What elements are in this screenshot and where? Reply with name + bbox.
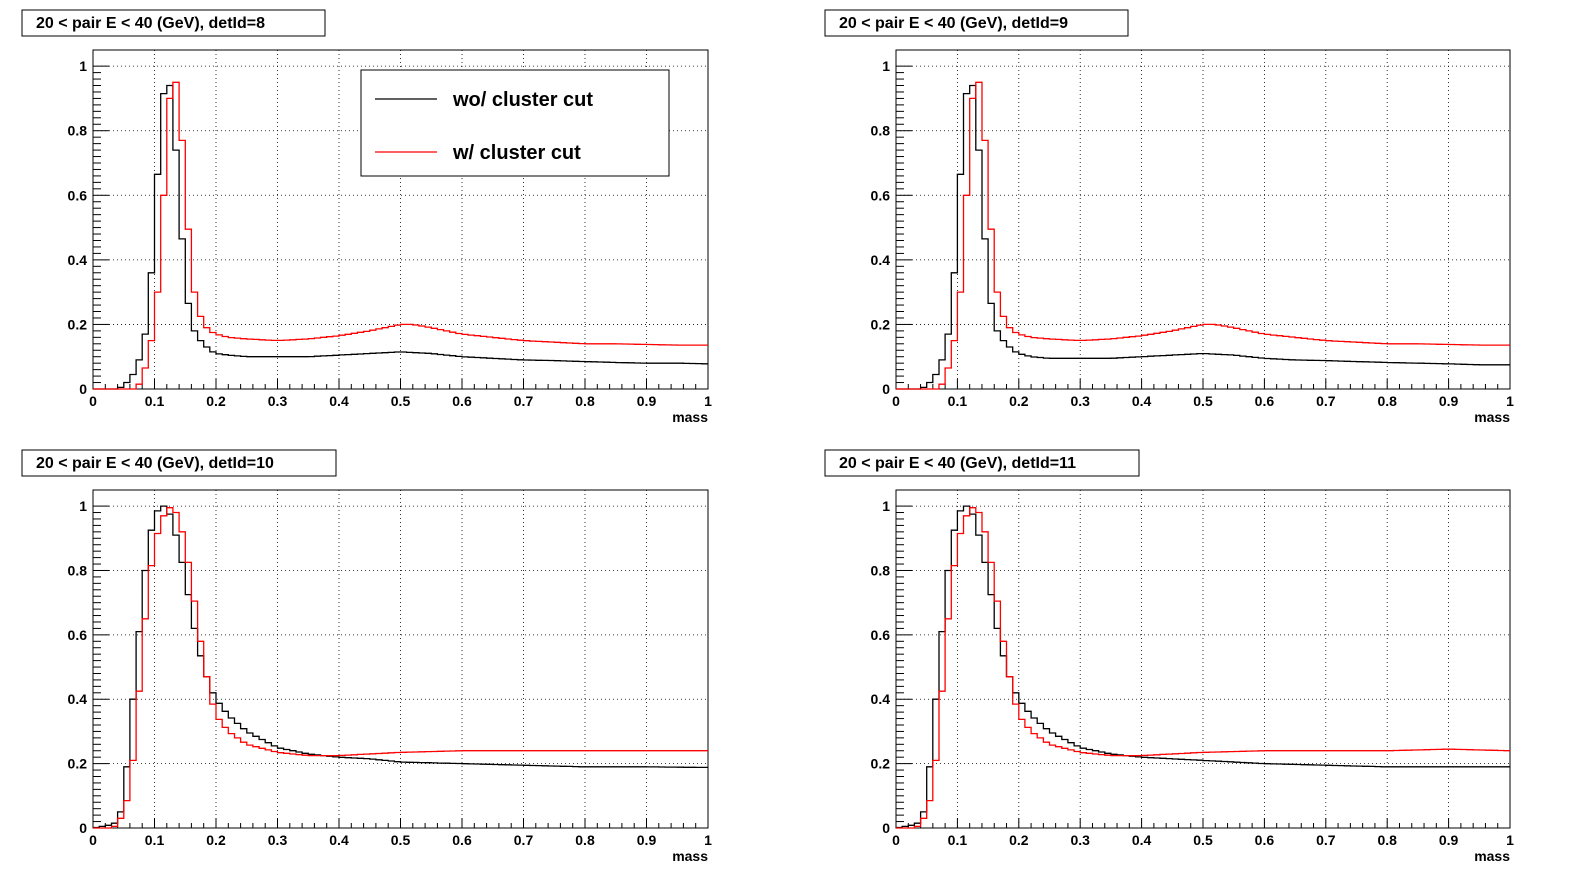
x-axis-label: mass: [672, 848, 708, 864]
y-tick-label: 0.8: [68, 562, 88, 578]
chart-title: 20 < pair E < 40 (GeV), detId=9: [839, 15, 1068, 32]
y-tick-label: 0.6: [871, 187, 891, 203]
x-tick-label: 0.8: [575, 832, 595, 848]
x-tick-label: 0.5: [1193, 393, 1213, 409]
y-tick-label: 0: [882, 381, 890, 397]
x-tick-label: 0.1: [948, 393, 968, 409]
chart-panel-2: 20 < pair E < 40 (GeV), detId=10 0 0.1 0.2 0…: [21, 449, 712, 864]
x-tick-label: 0.9: [637, 832, 657, 848]
y-tick-label: 0.2: [871, 316, 891, 332]
x-tick-label: 0.5: [391, 393, 411, 409]
series-line-w-cluster-cut: [93, 507, 708, 829]
x-tick-label: 0.4: [1132, 832, 1152, 848]
chart-title: 20 < pair E < 40 (GeV), detId=11: [839, 455, 1076, 472]
chart-title: 20 < pair E < 40 (GeV), detId=10: [36, 455, 274, 472]
x-axis-label: mass: [1474, 409, 1510, 425]
x-tick-label: 0.2: [1009, 832, 1029, 848]
chart-title-box: [824, 449, 1140, 477]
y-tick-label: 0.2: [68, 756, 88, 772]
series-line-w-cluster-cut: [896, 507, 1510, 829]
x-tick-label: 0.4: [1132, 393, 1152, 409]
x-tick-label: 0.3: [268, 393, 288, 409]
chart-title-box: [824, 9, 1129, 37]
x-tick-label: 0.3: [1070, 393, 1090, 409]
x-tick-label: 0.1: [948, 832, 968, 848]
y-tick-label: 1: [79, 58, 87, 74]
chart-title: 20 < pair E < 40 (GeV), detId=8: [36, 15, 265, 32]
y-tick-label: 0: [79, 820, 87, 836]
y-tick-label: 1: [882, 58, 890, 74]
chart-title-box: [21, 9, 326, 37]
x-tick-label: 0.5: [391, 832, 411, 848]
x-axis-label: mass: [1474, 848, 1510, 864]
series-line-wo-cluster-cut: [93, 505, 708, 829]
chart-panel-1: 20 < pair E < 40 (GeV), detId=9 0 0.1 0.2 0.…: [824, 9, 1514, 425]
x-tick-label: 0.4: [329, 832, 349, 848]
y-tick-label: 0.6: [68, 187, 88, 203]
x-tick-label: 1: [704, 393, 712, 409]
x-tick-label: 0.3: [1070, 832, 1090, 848]
x-tick-label: 0.9: [637, 393, 657, 409]
x-tick-label: 0: [89, 393, 97, 409]
x-tick-label: 0.1: [145, 393, 165, 409]
y-tick-label: 0.8: [871, 562, 891, 578]
x-tick-label: 1: [704, 832, 712, 848]
y-tick-label: 0.6: [871, 627, 891, 643]
x-tick-label: 1: [1506, 832, 1514, 848]
legend: wo/ cluster cut w/ cluster cut: [360, 69, 670, 177]
y-tick-label: 0.8: [871, 123, 891, 139]
series-line-wo-cluster-cut: [896, 84, 1510, 390]
x-tick-label: 0.7: [514, 832, 534, 848]
x-tick-label: 0.9: [1439, 393, 1459, 409]
y-tick-label: 0.8: [68, 123, 88, 139]
series-line-wo-cluster-cut: [93, 84, 708, 390]
x-tick-label: 0.7: [514, 393, 534, 409]
y-tick-label: 1: [882, 498, 890, 514]
y-tick-label: 0.2: [68, 316, 88, 332]
x-tick-label: 0.2: [206, 393, 226, 409]
y-tick-label: 0.2: [871, 756, 891, 772]
x-tick-label: 0.8: [575, 393, 595, 409]
x-tick-label: 0.7: [1316, 832, 1336, 848]
x-axis-label: mass: [672, 409, 708, 425]
y-tick-label: 0: [79, 381, 87, 397]
chart-title-box: [21, 449, 337, 477]
x-tick-label: 0.8: [1377, 832, 1397, 848]
x-tick-label: 0: [892, 832, 900, 848]
x-tick-label: 0.8: [1377, 393, 1397, 409]
series-line-w-cluster-cut: [896, 81, 1510, 390]
charts-root: 20 < pair E < 40 (GeV), detId=8 0 0.1 0.2 0.…: [21, 9, 1514, 864]
x-tick-label: 0.9: [1439, 832, 1459, 848]
legend-entry: w/ cluster cut: [452, 142, 581, 164]
x-tick-label: 0.6: [1255, 832, 1275, 848]
x-tick-label: 0.7: [1316, 393, 1336, 409]
y-tick-label: 0.4: [871, 252, 891, 268]
y-tick-label: 0.4: [68, 252, 88, 268]
legend-box: [360, 69, 670, 177]
y-tick-label: 0: [882, 820, 890, 836]
x-tick-label: 0.6: [452, 393, 472, 409]
series-line-wo-cluster-cut: [896, 505, 1510, 829]
x-tick-label: 1: [1506, 393, 1514, 409]
x-tick-label: 0.2: [206, 832, 226, 848]
x-tick-label: 0.1: [145, 832, 165, 848]
y-tick-label: 0.6: [68, 627, 88, 643]
x-tick-label: 0: [892, 393, 900, 409]
chart-panel-3: 20 < pair E < 40 (GeV), detId=11 0 0.1 0.2 0…: [824, 449, 1514, 864]
y-tick-label: 0.4: [68, 691, 88, 707]
x-tick-label: 0.3: [268, 832, 288, 848]
x-tick-label: 0.4: [329, 393, 349, 409]
legend-entry: wo/ cluster cut: [452, 89, 593, 111]
x-tick-label: 0.6: [452, 832, 472, 848]
series-line-w-cluster-cut: [93, 81, 708, 390]
y-tick-label: 0.4: [871, 691, 891, 707]
x-tick-label: 0.2: [1009, 393, 1029, 409]
x-tick-label: 0.5: [1193, 832, 1213, 848]
chart-panel-0: 20 < pair E < 40 (GeV), detId=8 0 0.1 0.2 0.…: [21, 9, 712, 425]
x-tick-label: 0.6: [1255, 393, 1275, 409]
x-tick-label: 0: [89, 832, 97, 848]
y-tick-label: 1: [79, 498, 87, 514]
